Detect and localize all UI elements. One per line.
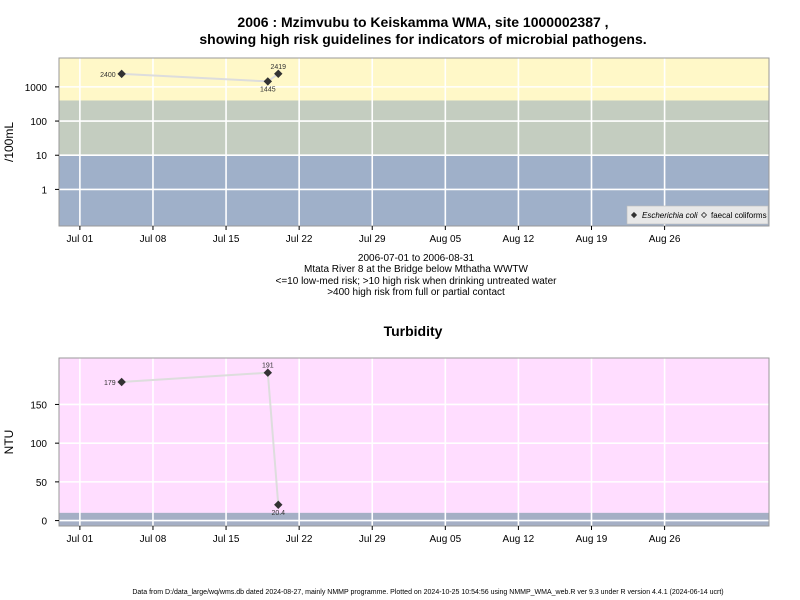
- legend-box: [626, 205, 769, 225]
- microbial-chart: Jul 01 Jul 08 Jul 15 Jul 22 Jul 29 Aug 05 Aug …: [2, 57, 770, 245]
- risk-band-0: [59, 58, 769, 101]
- x-tick-label: Jul 22: [286, 234, 313, 245]
- x-tick-label: Aug 12: [503, 234, 535, 245]
- x-tick-label: Aug 26: [649, 534, 681, 545]
- plot-background: [59, 358, 769, 526]
- chart-title-line-2: showing high risk guidelines for indicat…: [199, 31, 647, 47]
- y-tick-label: 1000: [25, 83, 48, 94]
- subtitle-risk-note-2: >400 high risk from full or partial cont…: [327, 287, 505, 298]
- x-tick-label: Jul 08: [140, 534, 167, 545]
- x-tick-label: Jul 29: [359, 234, 386, 245]
- data-label: 2419: [270, 64, 286, 71]
- data-point: [117, 69, 126, 79]
- x-tick-label: Jul 15: [213, 534, 240, 545]
- subtitle-risk-note-1: <=10 low-med risk; >10 high risk when dr…: [275, 276, 557, 287]
- plot-frame: [58, 357, 770, 527]
- plot-frame: [58, 57, 770, 227]
- legend-marker-filled: [630, 211, 638, 219]
- x-tick-label: Aug 19: [576, 534, 608, 545]
- turbidity-title: Turbidity: [383, 323, 443, 339]
- chart-legend: Escherichia coli faecal coliforms: [626, 205, 769, 225]
- subtitle-date-range: 2006-07-01 to 2006-08-31: [357, 253, 475, 264]
- legend-marker-open: [700, 211, 708, 219]
- risk-band-0: [59, 512, 769, 526]
- data-label: 1445: [260, 86, 276, 93]
- data-label: 191: [262, 363, 274, 370]
- series-line-0: [121, 371, 280, 505]
- x-tick-label: Aug 26: [649, 234, 681, 245]
- y-tick-label: 100: [30, 117, 47, 128]
- y-tick-label: 150: [30, 400, 47, 411]
- chart-title-line-1: 2006 : Mzimvubu to Keiskamma WMA, site 1…: [237, 14, 609, 30]
- x-tick-label: Jul 15: [213, 234, 240, 245]
- data-point: [263, 77, 273, 86]
- x-tick-label: Jul 22: [286, 534, 313, 545]
- footer-note: Data from D:/data_large/wq/wms.db dated …: [132, 589, 724, 596]
- y-axis-label: /100mL: [2, 122, 16, 162]
- x-tick-label: Aug 05: [429, 234, 461, 245]
- x-tick-label: Aug 19: [576, 234, 608, 245]
- data-label: 20.4: [271, 510, 285, 517]
- y-tick-label: 100: [30, 439, 47, 450]
- legend-label-ecoli: Escherichia coli: [642, 211, 698, 220]
- y-tick-label: 0: [41, 517, 47, 528]
- x-tick-label: Aug 12: [503, 534, 535, 545]
- data-point: [263, 368, 273, 377]
- legend-label-faecal: faecal coliforms: [711, 211, 767, 220]
- data-label: 2400: [100, 72, 116, 79]
- y-tick-label: 10: [36, 151, 48, 162]
- x-tick-label: Jul 01: [67, 234, 94, 245]
- x-tick-label: Jul 01: [67, 534, 94, 545]
- x-tick-label: Jul 29: [359, 534, 386, 545]
- data-label: 179: [104, 380, 116, 387]
- y-tick-label: 1: [41, 185, 47, 196]
- y-axis-label: NTU: [2, 430, 16, 455]
- x-tick-label: Jul 08: [140, 234, 167, 245]
- data-point: [274, 500, 283, 509]
- risk-band-1: [59, 100, 769, 156]
- subtitle-site-name: Mtata River 8 at the Bridge below Mthath…: [304, 264, 528, 275]
- data-point: [117, 377, 126, 387]
- x-tick-label: Aug 05: [429, 534, 461, 545]
- y-tick-label: 50: [36, 478, 48, 489]
- data-point: [274, 69, 283, 78]
